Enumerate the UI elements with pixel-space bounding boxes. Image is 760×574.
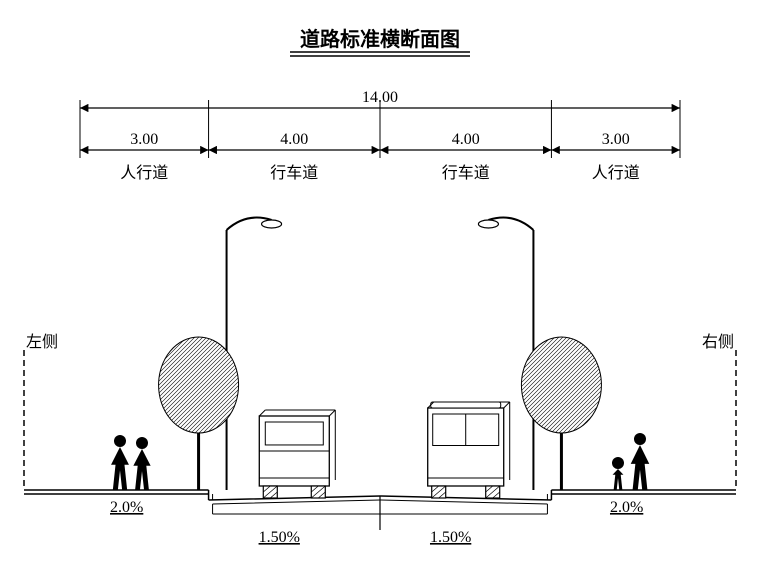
slope-sidewalk-left: 2.0% [110,499,143,516]
pedestrian-icon [133,437,150,490]
seg-label-0: 人行道 [120,164,168,182]
pedestrian-icon [612,457,624,490]
pedestrian-icon [111,435,129,490]
tree-foliage [159,337,239,433]
vehicle-icon [428,402,510,498]
dim-seg-0-label: 3.00 [130,131,158,148]
diagram-title: 道路标准横断面图 [300,27,460,51]
left-side-label: 左侧 [26,333,58,351]
dim-seg-3-label: 3.00 [602,131,630,148]
vehicle-icon [259,410,335,498]
dim-seg-1-label: 4.00 [280,131,308,148]
tree-foliage [521,337,601,433]
dim-seg-2-label: 4.00 [452,131,480,148]
pedestrian-icon [631,433,650,490]
road-cross-section-diagram: 道路标准横断面图 14.00 3.00 人行道 4.00 行车道 4.00 行车道 3.00 人行… [0,0,760,574]
right-side-label: 右侧 [702,333,734,351]
slope-sidewalk-right: 2.0% [610,499,643,516]
dim-total-label: 14.00 [362,89,398,106]
seg-label-3: 人行道 [592,164,640,182]
seg-label-2: 行车道 [442,164,490,182]
slope-road-left: 1.50% [259,529,300,546]
slope-road-right: 1.50% [430,529,471,546]
seg-label-1: 行车道 [270,164,318,182]
